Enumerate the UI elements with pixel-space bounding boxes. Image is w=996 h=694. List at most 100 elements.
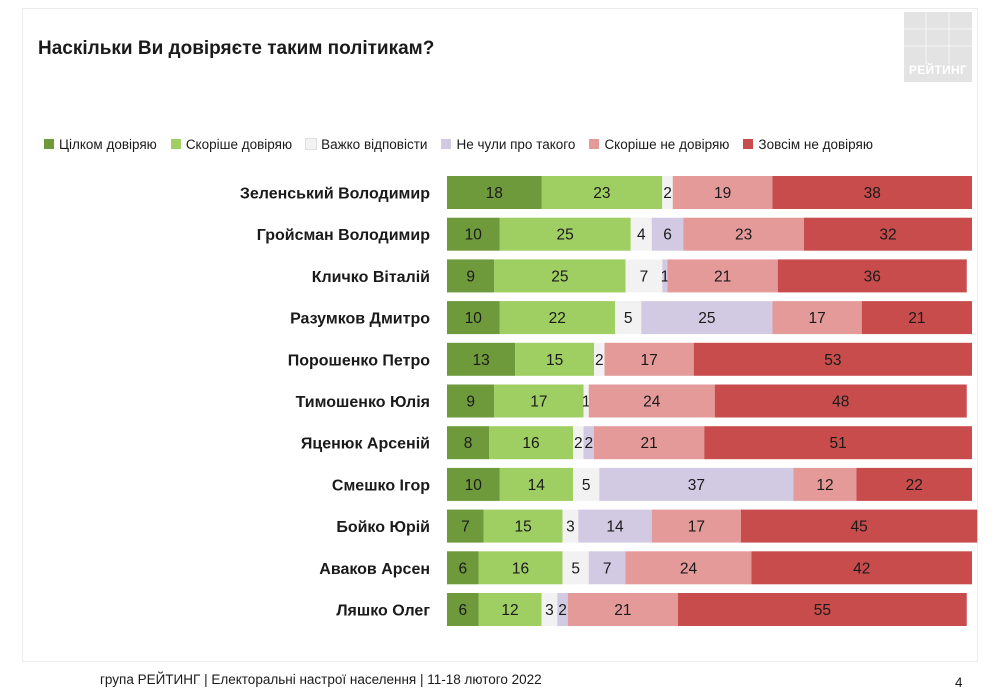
page-number: 4 (955, 675, 963, 690)
logo-text: РЕЙТИНГ (908, 63, 968, 77)
bar-segment (693, 342, 972, 376)
data-label: 21 (641, 435, 658, 452)
data-label: 22 (549, 310, 566, 327)
bar-segment (588, 551, 626, 585)
data-label: 15 (515, 519, 532, 536)
brand-logo: РЕЙТИНГ (904, 12, 972, 82)
bar-segment (615, 301, 642, 335)
legend-label: Скоріше довіряю (185, 136, 293, 152)
category-label: Бойко Юрій (336, 519, 430, 536)
bar-segment (630, 217, 652, 251)
data-label: 17 (688, 519, 705, 536)
data-label: 2 (663, 185, 672, 202)
bar-segment (777, 259, 967, 293)
data-label: 3 (566, 519, 575, 536)
bar-segment (662, 176, 673, 209)
data-label: 16 (512, 560, 529, 577)
footer-text: група РЕЙТИНГ | Електоральні настрої нас… (100, 672, 542, 687)
bar-segment (588, 384, 715, 418)
bar-segment (804, 217, 972, 251)
data-label: 16 (522, 435, 539, 452)
data-label: 36 (864, 268, 881, 285)
legend-swatch (44, 139, 54, 149)
bar-segment (447, 551, 479, 585)
bar-segment (573, 467, 600, 501)
bar-segment (599, 467, 794, 501)
legend-item: Скоріше не довіряю (589, 137, 729, 152)
bar-segment (856, 467, 972, 501)
data-label: 8 (464, 435, 473, 452)
data-label: 5 (582, 477, 591, 494)
category-label: Аваков Арсен (319, 561, 430, 578)
category-label: Ляшко Олег (336, 603, 430, 620)
bar-segment (499, 467, 573, 501)
data-label: 13 (473, 352, 490, 369)
logo-grid-icon (904, 12, 972, 64)
data-label: 21 (614, 602, 631, 619)
category-label: Яценюк Арсеній (301, 436, 430, 453)
bar-segment (662, 259, 668, 293)
data-label: 42 (853, 560, 870, 577)
data-label: 17 (530, 394, 547, 411)
bar-segment (494, 259, 626, 293)
legend-label: Цілком довіряю (59, 136, 157, 152)
bar-segment (683, 217, 804, 251)
bar-segment (625, 259, 663, 293)
legend-label: Зовсім не довіряю (758, 136, 873, 152)
bar-segment (751, 551, 972, 585)
bar-segment (447, 342, 516, 376)
bar-segment (557, 593, 568, 626)
data-label: 51 (830, 435, 847, 452)
data-label: 25 (551, 268, 568, 285)
legend-swatch (743, 139, 754, 149)
data-label: 6 (458, 602, 467, 619)
legend-item: Скоріше довіряю (170, 136, 293, 152)
data-label: 9 (466, 268, 475, 285)
legend-swatch (589, 139, 600, 149)
bar-segment (704, 426, 972, 460)
data-label: 6 (663, 227, 672, 244)
legend-label: Скоріше не довіряю (604, 136, 730, 152)
bar-segment (478, 551, 563, 585)
bar-segment (578, 509, 652, 543)
data-label: 21 (714, 268, 731, 285)
bar-segment (499, 301, 615, 335)
data-label: 7 (640, 268, 649, 285)
data-label: 3 (545, 602, 554, 619)
bar-segment (483, 509, 563, 543)
legend-item: Цілком довіряю (44, 137, 157, 152)
legend-swatch (441, 139, 452, 149)
data-label: 9 (466, 394, 475, 411)
data-label: 2 (584, 435, 593, 452)
data-label: 14 (606, 519, 624, 536)
bar-segment (447, 176, 542, 209)
bar-segment (772, 176, 972, 209)
data-label: 37 (688, 477, 705, 494)
data-label: 19 (714, 185, 731, 202)
bar-segment (447, 301, 500, 335)
bar-segment (541, 593, 558, 626)
bar-segment (573, 426, 584, 460)
bar-segment (641, 301, 773, 335)
data-label: 10 (465, 310, 483, 327)
data-label: 2 (574, 435, 583, 452)
data-label: 7 (461, 519, 470, 536)
legend-label: Важко відповісти (321, 136, 428, 152)
data-label: 17 (809, 310, 826, 327)
category-label: Смешко Ігор (332, 477, 430, 494)
legend-label: Не чули про такого (456, 136, 576, 152)
bar-segment (567, 593, 678, 626)
data-label: 25 (557, 227, 574, 244)
data-label: 23 (593, 185, 610, 202)
data-label: 1 (582, 394, 591, 411)
data-label: 55 (814, 602, 831, 619)
bar-segment (625, 551, 752, 585)
data-label: 5 (571, 560, 580, 577)
category-label: Гройсман Володимир (257, 227, 430, 244)
bar-segment (541, 176, 663, 209)
bar-segment (478, 593, 542, 626)
chart-title: Наскільки Ви довіряєте таким політикам? (38, 38, 435, 59)
bar-segment (447, 426, 489, 460)
data-label: 15 (546, 352, 563, 369)
